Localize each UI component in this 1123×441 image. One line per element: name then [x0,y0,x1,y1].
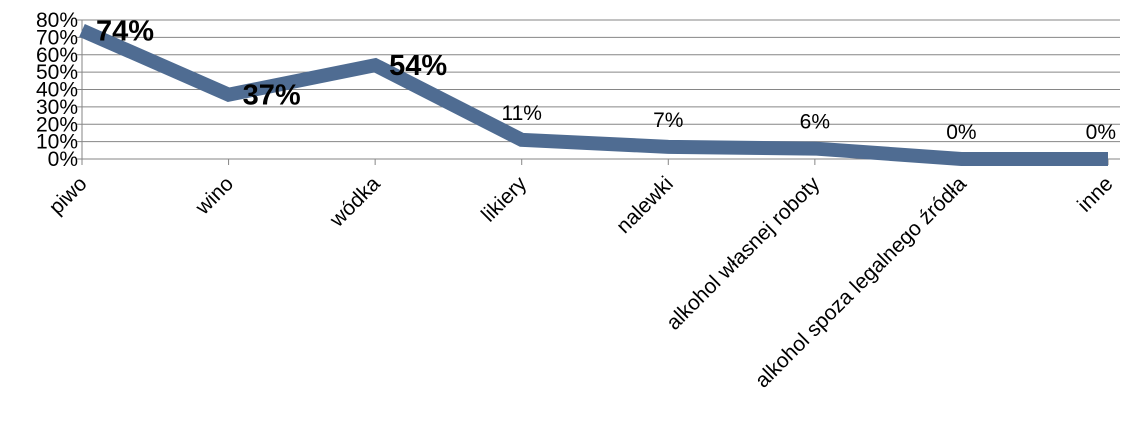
series-line [79,24,1108,166]
x-category-label: wino [191,172,239,220]
data-label: 74% [96,15,154,47]
x-category-label: nalewki [612,172,678,238]
series-line-group [79,24,1109,166]
y-tick-label: 20% [36,113,78,136]
y-tick-label: 0% [48,148,78,171]
x-category-label: likiery [477,172,532,227]
y-tick-label: 40% [36,79,78,102]
data-label: 7% [653,109,683,132]
data-label: 11% [501,102,541,125]
data-label: 0% [1086,121,1116,144]
gridlines [77,19,1120,160]
x-category-label: inne [1073,172,1117,216]
x-category-label: wódka [325,172,385,232]
y-tick-label: 30% [36,96,78,119]
data-label: 37% [243,80,301,112]
y-tick-label: 70% [36,26,78,49]
y-tick-label: 50% [36,61,78,84]
data-label: 6% [800,111,830,134]
y-tick-label: 60% [36,44,78,67]
data-label: 54% [389,50,447,82]
y-tick-label: 80% [36,9,78,32]
x-category-label: piwo [45,172,92,219]
y-axis-tick-labels: 0%10%20%30%40%50%60%70%80% [36,9,78,171]
x-category-label: alkohol własnej roboty [662,172,825,335]
data-labels: 74% 37% 54% 11% 7% 6% 0% 0% [96,15,1116,144]
y-tick-label: 10% [36,131,78,154]
data-label: 0% [946,121,976,144]
